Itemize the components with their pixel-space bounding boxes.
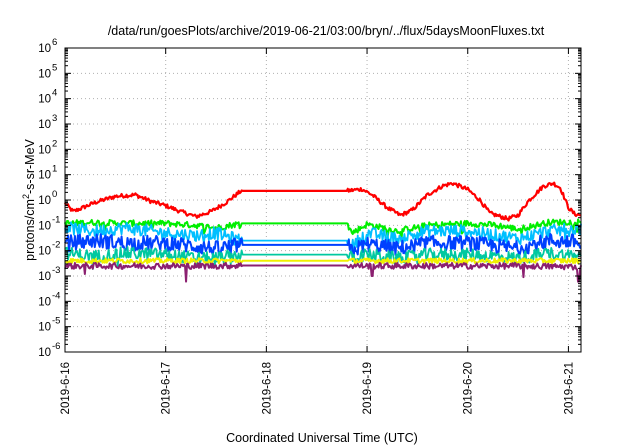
y-tick-label: 10 [38, 170, 51, 182]
series-line [64, 261, 582, 283]
y-tick-label: 10 [38, 94, 51, 106]
x-tick-labels: 2019-6-16 2019-6-17 2019-6-18 2019-6-19 2019… [60, 362, 575, 414]
y-tick-label: 10 [38, 68, 51, 80]
y-tick-exponent: 5 [52, 62, 57, 73]
series-line [64, 221, 582, 252]
series-group [63, 181, 582, 283]
series-line [64, 232, 582, 257]
x-tick-label: 2019-6-16 [60, 362, 72, 414]
y-tick-exponent: 2 [52, 138, 57, 149]
y-tick-label: 10 [38, 195, 51, 207]
tick-marks [64, 47, 581, 353]
y-tick-label: 10 [38, 271, 51, 283]
y-tick-labels: 10-610-510-410-310-210-11001011021031041… [38, 37, 60, 359]
y-tick-label: 10 [38, 246, 51, 258]
y-tick-label: 10 [38, 296, 51, 308]
series-line [64, 246, 582, 270]
x-tick-label: 2019-6-20 [463, 362, 475, 414]
y-tick-exponent: -2 [52, 240, 60, 251]
y-axis-label-rest: -s-sr-MeV [23, 138, 37, 194]
y-tick-label: 10 [38, 220, 51, 232]
y-axis-label-exponent: 2 [21, 194, 31, 199]
y-tick-exponent: 0 [52, 189, 57, 200]
y-tick-exponent: 6 [52, 37, 57, 48]
x-tick-label: 2019-6-17 [161, 362, 173, 414]
series-line [64, 218, 582, 243]
y-tick-exponent: 1 [52, 164, 57, 175]
y-tick-exponent: -5 [52, 316, 60, 327]
plot-frame [64, 47, 582, 353]
x-tick-label: 2019-6-21 [563, 362, 575, 414]
chart-title: /data/run/goesPlots/archive/2019-06-21/0… [108, 24, 545, 38]
y-tick-exponent: -1 [52, 214, 60, 225]
y-tick-label: 10 [38, 43, 51, 55]
y-axis-label-unit: protons/cm [23, 199, 37, 261]
x-tick-label: 2019-6-19 [362, 362, 374, 414]
series-line [63, 181, 582, 222]
y-tick-label: 10 [38, 347, 51, 359]
y-axis-label: protons/cm2-s-sr-MeV [21, 138, 37, 260]
x-tick-label: 2019-6-18 [261, 362, 273, 414]
y-tick-exponent: -3 [52, 265, 60, 276]
y-tick-exponent: 4 [52, 88, 57, 99]
y-tick-label: 10 [38, 119, 51, 131]
series-line [64, 257, 582, 265]
y-tick-label: 10 [38, 322, 51, 334]
x-axis-label: Coordinated Universal Time (UTC) [226, 431, 418, 445]
y-tick-exponent: -4 [52, 290, 60, 301]
y-tick-exponent: 3 [52, 113, 57, 124]
grid-lines [65, 48, 581, 352]
y-tick-exponent: -6 [52, 341, 60, 352]
y-tick-label: 10 [38, 144, 51, 156]
